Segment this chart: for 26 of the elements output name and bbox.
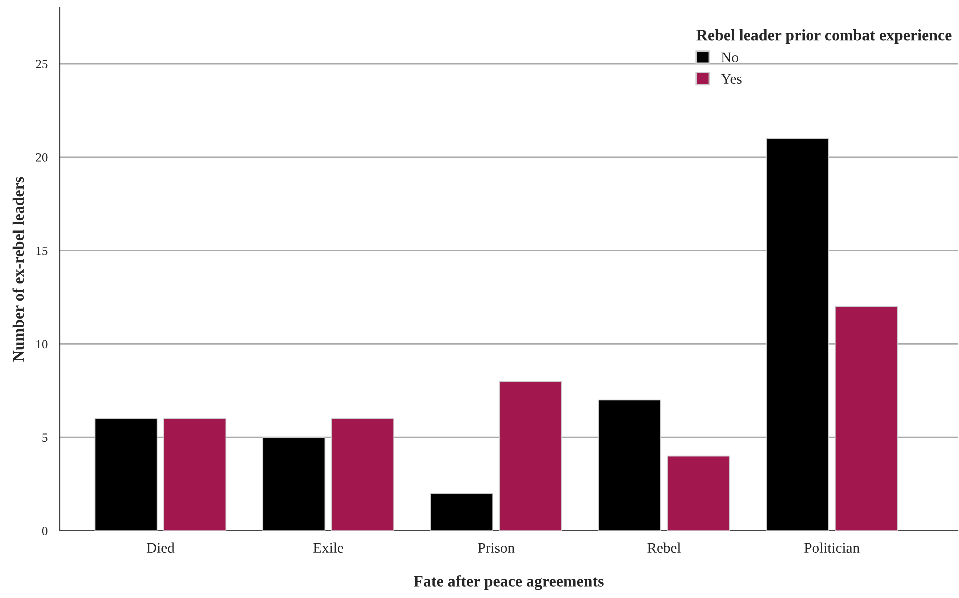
bar (499, 381, 562, 531)
bar (262, 437, 326, 531)
y-tick-label: 5 (42, 434, 48, 442)
bar (94, 418, 158, 531)
bar (835, 306, 898, 531)
bar (332, 418, 394, 531)
bar (598, 400, 662, 531)
y-tick-label: 20 (36, 153, 48, 162)
x-tick-label: Prison (478, 543, 515, 554)
legend-label: Yes (721, 74, 742, 84)
x-tick-label: Exile (314, 542, 344, 554)
legend-label: No (722, 52, 738, 63)
legend-title: Rebel leader prior combat experience (696, 30, 952, 44)
x-axis-title: Fate after peace agreements (414, 575, 604, 590)
x-tick-label: Politician (804, 542, 860, 554)
bar (667, 456, 730, 531)
y-tick-label: 15 (36, 246, 48, 256)
bar (430, 493, 494, 531)
y-tick-label: 0 (42, 527, 48, 536)
y-tick-label: 25 (36, 60, 48, 68)
x-tick-label: Died (146, 542, 175, 554)
x-tick-label: Rebel (648, 542, 681, 554)
y-tick-label: 10 (36, 340, 48, 349)
y-axis-title: Number of ex-rebel leaders (12, 177, 24, 362)
bar (766, 138, 830, 531)
bar (164, 418, 227, 531)
